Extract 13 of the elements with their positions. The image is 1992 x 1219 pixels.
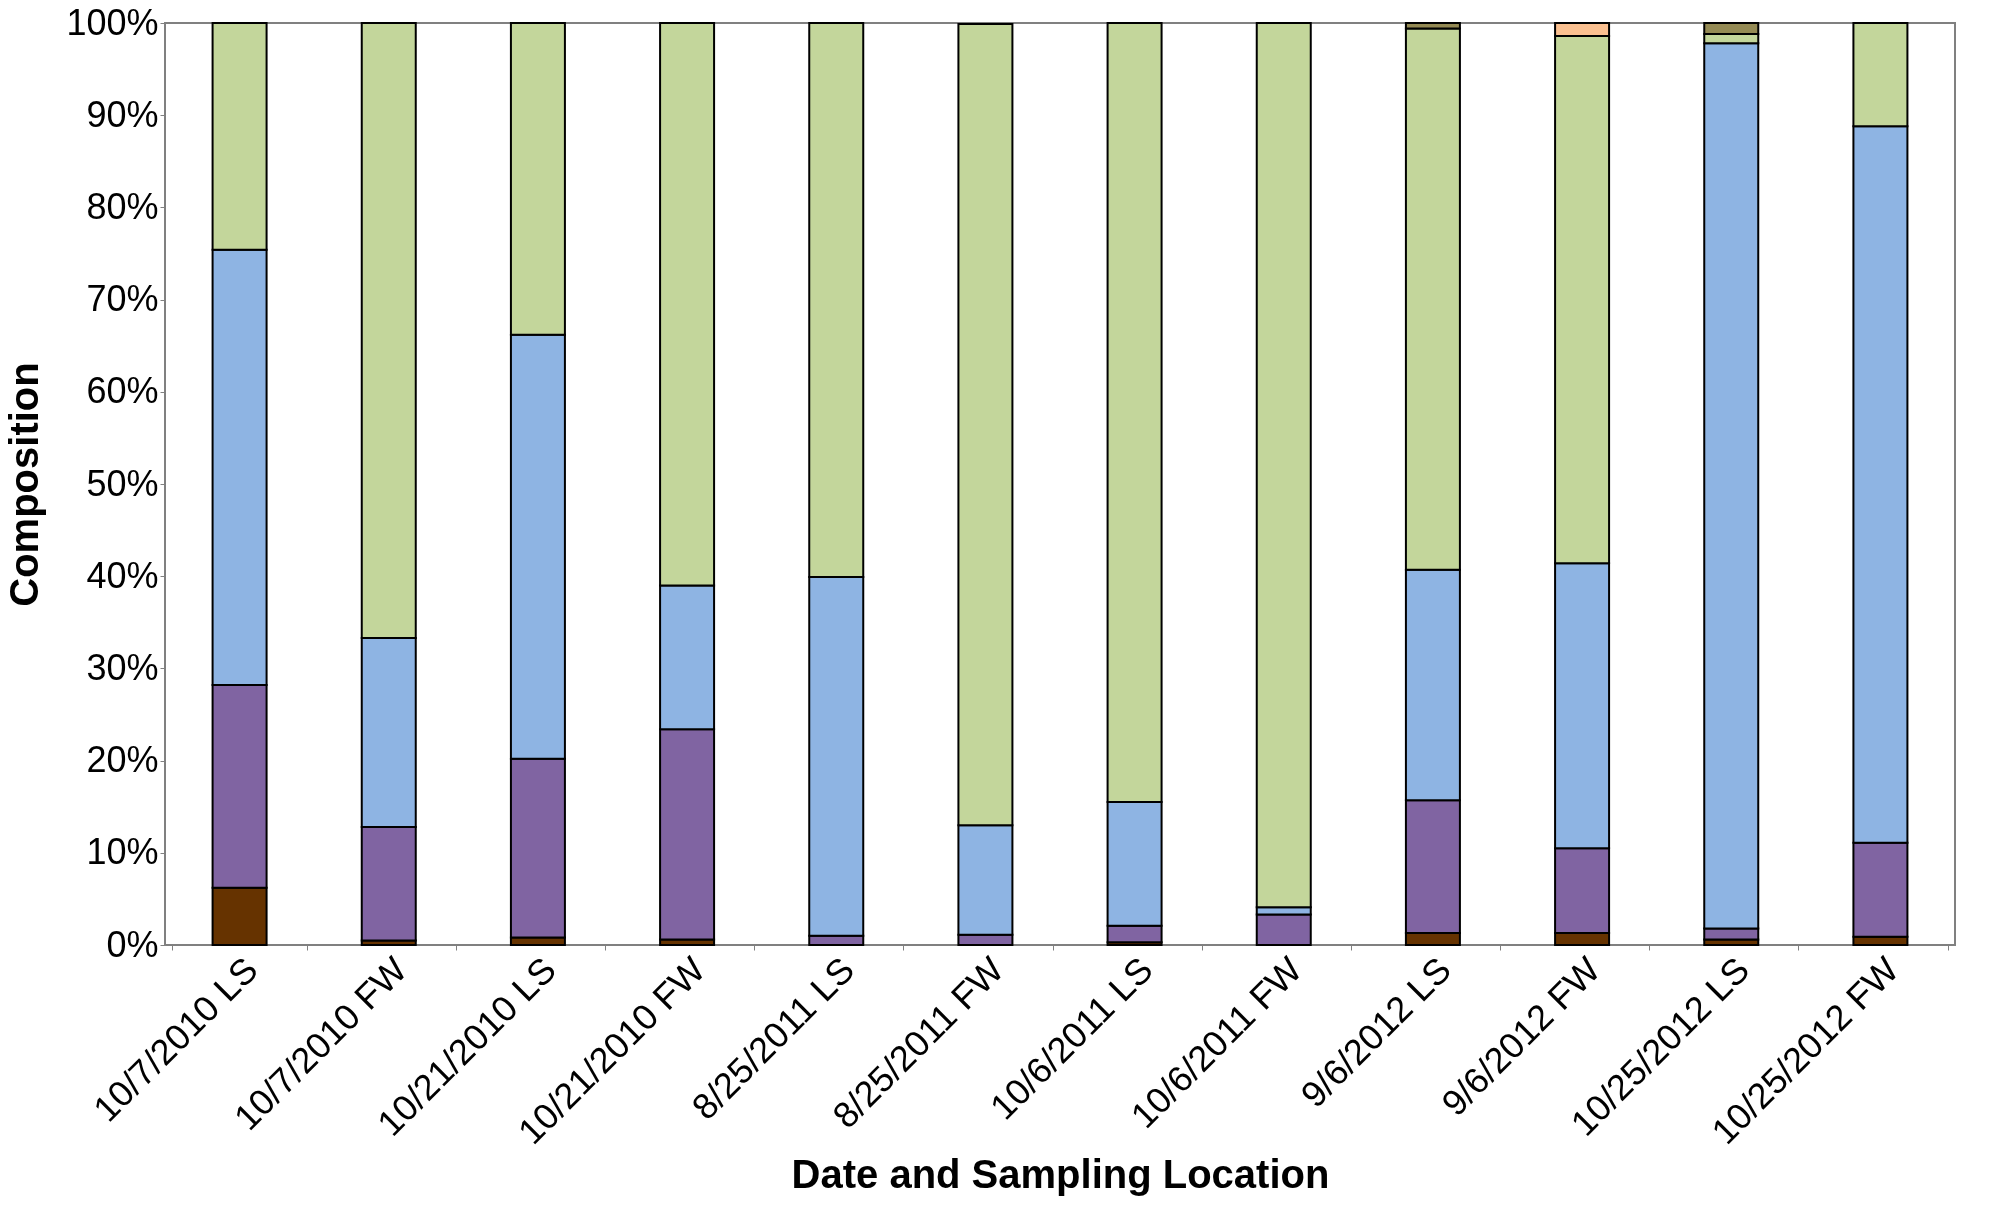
y-tick-label: 0% — [106, 923, 159, 965]
y-tick-label: 90% — [86, 93, 159, 135]
y-tick-label: 60% — [86, 370, 159, 412]
y-tick-label: 40% — [86, 554, 159, 596]
x-axis-title: Date and Sampling Location — [791, 1151, 1330, 1196]
y-tick-label: 70% — [86, 278, 159, 320]
y-tick-label: 30% — [86, 646, 159, 688]
y-tick-label: 10% — [86, 831, 159, 873]
y-tick-label: 100% — [66, 1, 159, 43]
y-tick-label: 80% — [86, 185, 159, 227]
y-axis-title: Composition — [2, 362, 47, 607]
y-tick-label: 20% — [86, 739, 159, 781]
y-tick-label: 50% — [86, 462, 159, 504]
